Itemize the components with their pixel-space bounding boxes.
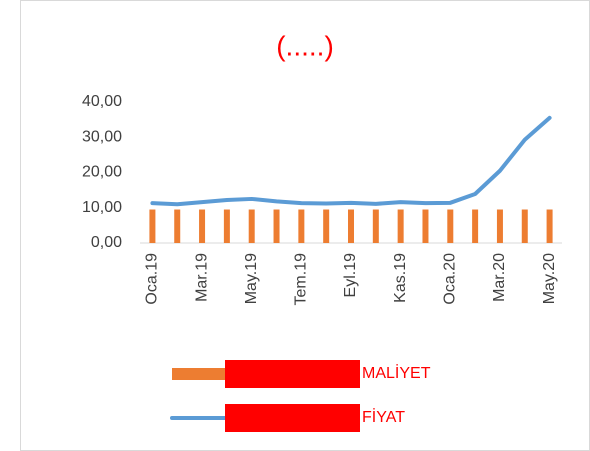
legend-label: FİYAT — [362, 407, 405, 426]
bar — [472, 209, 479, 243]
bar — [174, 209, 181, 243]
x-tick-label: Eyl.19 — [342, 253, 359, 298]
bar — [149, 209, 156, 243]
legend-swatch — [172, 368, 232, 380]
x-tick-label: Oca.20 — [442, 253, 459, 305]
x-tick-label: Tem.19 — [293, 253, 310, 306]
redaction — [225, 360, 360, 388]
x-tick-label: Mar.19 — [193, 253, 210, 302]
bar — [447, 209, 454, 243]
bar — [546, 209, 553, 243]
x-tick-label: May.20 — [541, 253, 558, 304]
y-tick-label: 0,00 — [91, 234, 122, 251]
y-tick-label: 30,00 — [82, 128, 122, 145]
bar — [397, 209, 404, 243]
bar — [199, 209, 206, 243]
x-tick-label: Oca.19 — [144, 253, 161, 305]
bar — [248, 209, 255, 243]
x-tick-label: May.19 — [243, 253, 260, 304]
bar — [521, 209, 528, 243]
redaction — [225, 404, 360, 432]
bar — [348, 209, 354, 243]
bar — [496, 209, 503, 243]
y-tick-label: 40,00 — [82, 93, 122, 110]
chart-title: (.....) — [276, 30, 334, 61]
y-tick-label: 20,00 — [82, 164, 122, 181]
legend-label: MALİYET — [362, 363, 431, 382]
x-tick-label: Mar.20 — [491, 253, 508, 302]
bar — [422, 209, 429, 243]
bar — [298, 209, 305, 243]
bar — [273, 209, 280, 243]
x-tick-label: Kas.19 — [392, 253, 409, 303]
bar — [323, 209, 330, 243]
line — [150, 115, 552, 207]
bar — [223, 209, 230, 243]
y-tick-label: 10,00 — [82, 199, 122, 216]
bar — [372, 209, 379, 243]
